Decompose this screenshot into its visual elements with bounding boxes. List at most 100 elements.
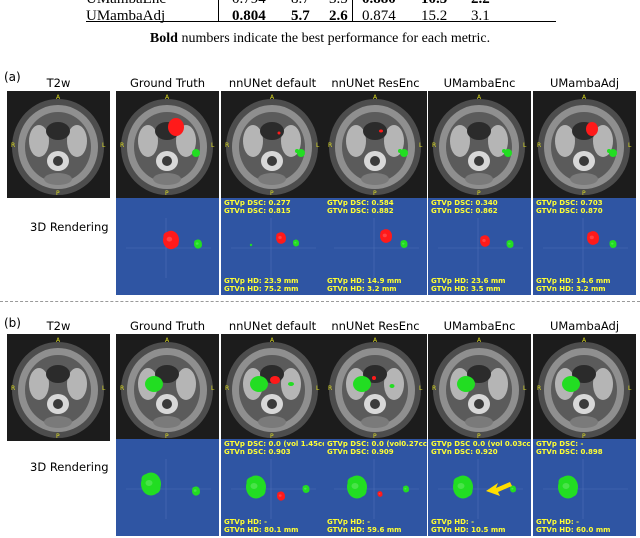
column-header: UMambaEnc — [443, 319, 516, 333]
orientation-label: R — [225, 142, 229, 149]
orientation-label: A — [477, 337, 482, 344]
orientation-label: R — [537, 385, 541, 392]
mri-slice: R L A P — [116, 91, 219, 198]
orientation-label: R — [328, 142, 332, 149]
orientation-label: P — [165, 433, 169, 440]
column-header: UMambaEnc — [443, 76, 516, 90]
gtvn-hd-label: GTVn HD: 3.5 mm — [431, 285, 501, 293]
gtvn-hd-label: GTVn HD: 75.2 mm — [224, 285, 299, 293]
orientation-label: L — [523, 142, 527, 149]
mri-slice: R L A P — [221, 334, 324, 441]
mri-slice: R L A P — [7, 334, 110, 441]
gtvp-dsc-label: GTVp DSC: 0.0 (vol 1.45cc) — [224, 440, 324, 448]
orientation-label: A — [373, 94, 378, 101]
orientation-label: L — [628, 142, 632, 149]
rendering-label-b: 3D Rendering — [30, 460, 109, 474]
mri-slice: R L A P — [324, 334, 427, 441]
gtvn-hd-label: GTVn HD: 80.1 mm — [224, 526, 299, 534]
render-3d: GTVp DSC: 0.0 (vol0.27cc) GTVn DSC: 0.909… — [324, 439, 427, 536]
orientation-label: R — [11, 385, 15, 392]
table-divider — [218, 0, 219, 22]
column-header: nnUNet ResEnc — [331, 319, 420, 333]
gtvp-hd-label: GTVp HD: - — [224, 518, 268, 526]
orientation-label: A — [373, 337, 378, 344]
gtvp-dsc-label: GTVp DSC: - — [536, 440, 584, 448]
table-row: UMambaEnc 0.794 8.7 3.5 0.880 10.5 2.2 — [0, 0, 640, 7]
orientation-label: P — [56, 433, 60, 440]
gtvn-dsc-label: GTVn DSC: 0.903 — [224, 448, 291, 456]
column-header: Ground Truth — [129, 319, 206, 333]
orientation-label: A — [165, 94, 170, 101]
render-3d: GTVp DSC: 0.277 GTVn DSC: 0.815 GTVp HD: 2… — [221, 198, 324, 295]
gtvp-hd-label: GTVp HD: 23.9 mm — [224, 277, 299, 285]
orientation-label: P — [270, 433, 274, 440]
rendering-label-a: 3D Rendering — [30, 220, 109, 234]
column-header: nnUNet ResEnc — [331, 76, 420, 90]
orientation-label: L — [419, 142, 423, 149]
orientation-label: A — [582, 94, 587, 101]
orientation-label: P — [477, 190, 481, 197]
column-header: nnUNet default — [228, 76, 317, 90]
orientation-label: A — [582, 337, 587, 344]
orientation-label: P — [165, 190, 169, 197]
gtvn-hd-label: GTVn HD: 59.6 mm — [327, 526, 402, 534]
render-3d: GTVp DSC: 0.584 GTVn DSC: 0.882 GTVp HD: 1… — [324, 198, 427, 295]
gtvn-hd-label: GTVn HD: 3.2 mm — [536, 285, 606, 293]
mri-slice: R L A P — [116, 334, 219, 441]
gtvp-dsc-label: GTVp DSC: 0.584 — [327, 199, 394, 207]
gtvp-hd-label: GTVp HD: - — [536, 518, 580, 526]
arrow-icon — [486, 482, 512, 496]
orientation-label: L — [211, 385, 215, 392]
column-header: Ground Truth — [129, 76, 206, 90]
gtvn-dsc-label: GTVn DSC: 0.882 — [327, 207, 394, 215]
gtvp-hd-label: GTVp HD: - — [327, 518, 371, 526]
gtvp-dsc-label: GTVp DSC: 0.340 — [431, 199, 498, 207]
orientation-label: R — [432, 142, 436, 149]
results-table: UMambaEnc 0.794 8.7 3.5 0.880 10.5 2.2 U… — [0, 0, 640, 32]
orientation-label: L — [316, 385, 320, 392]
table-divider — [352, 0, 353, 22]
table-bottom-rule — [86, 21, 556, 22]
orientation-label: A — [56, 337, 61, 344]
orientation-label: A — [270, 337, 275, 344]
column-header: T2w — [46, 76, 71, 90]
mri-slice: R L A P — [324, 91, 427, 198]
orientation-label: R — [11, 142, 15, 149]
gtvp-dsc-label: GTVp DSC: 0.277 — [224, 199, 291, 207]
gtvn-dsc-label: GTVn DSC: 0.909 — [327, 448, 394, 456]
orientation-label: P — [373, 433, 377, 440]
orientation-label: P — [270, 190, 274, 197]
mri-slice: R L A P — [221, 91, 324, 198]
render-3d: GTVp DSC: 0.340 GTVn DSC: 0.862 GTVp HD: 2… — [428, 198, 531, 295]
gtvp-dsc-label: GTVp DSC: 0.703 — [536, 199, 603, 207]
mri-slice: R L A P — [428, 334, 531, 441]
gtvn-hd-label: GTVn HD: 10.5 mm — [431, 526, 506, 534]
orientation-label: P — [477, 433, 481, 440]
render-3d — [116, 198, 219, 295]
mri-slice: R L A P — [7, 91, 110, 198]
gtvn-dsc-label: GTVn DSC: 0.870 — [536, 207, 603, 215]
orientation-label: L — [102, 385, 106, 392]
table-caption: Bold numbers indicate the best performan… — [149, 31, 491, 46]
orientation-label: P — [582, 190, 586, 197]
gtvn-dsc-label: GTVn DSC: 0.898 — [536, 448, 603, 456]
gtvp-hd-label: GTVp HD: 23.6 mm — [431, 277, 506, 285]
orientation-label: A — [56, 94, 61, 101]
orientation-label: R — [120, 142, 124, 149]
orientation-label: R — [120, 385, 124, 392]
gtvn-dsc-label: GTVn DSC: 0.920 — [431, 448, 498, 456]
render-3d: GTVp DSC: - GTVn DSC: 0.898 GTVp HD: - GTVn… — [533, 439, 636, 536]
orientation-label: R — [225, 385, 229, 392]
orientation-label: R — [537, 142, 541, 149]
method-name: UMambaEnc — [86, 0, 166, 8]
table-row: UMambaAdj 0.804 5.7 2.6 0.874 15.2 3.1 — [86, 8, 490, 24]
orientation-label: R — [328, 385, 332, 392]
panel-separator — [0, 301, 640, 302]
column-header: nnUNet default — [228, 319, 317, 333]
orientation-label: R — [432, 385, 436, 392]
render-3d: GTVp DSC 0.0 (vol 0.03cc) GTVn DSC: 0.920… — [428, 439, 531, 536]
gtvn-hd-label: GTVn HD: 60.0 mm — [536, 526, 611, 534]
gtvp-dsc-label: GTVp DSC: 0.0 (vol0.27cc) — [327, 440, 427, 448]
orientation-label: A — [477, 94, 482, 101]
gtvn-dsc-label: GTVn DSC: 0.862 — [431, 207, 498, 215]
